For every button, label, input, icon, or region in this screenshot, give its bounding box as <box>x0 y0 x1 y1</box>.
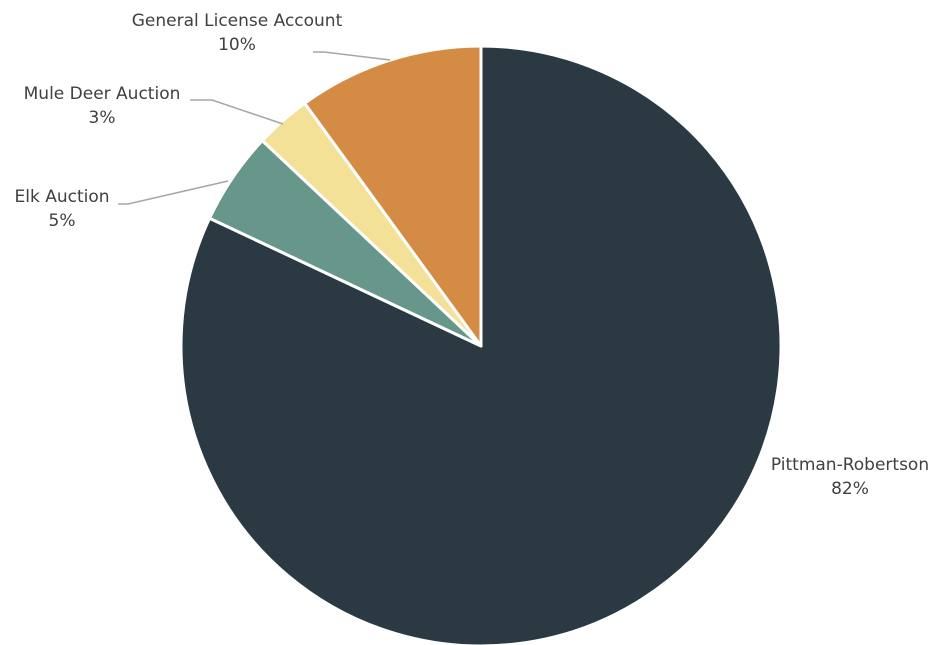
leader-line <box>313 51 391 61</box>
slice-label-percent: 5% <box>49 211 76 231</box>
slice-label-percent: 82% <box>831 479 869 499</box>
leader-line <box>190 99 284 125</box>
slice-label-name: Pittman-Robertson <box>771 455 929 475</box>
pie-slice-general-license-account <box>303 44 483 348</box>
leader-line <box>118 180 229 205</box>
slice-labels: Pittman-Robertson 82% Elk Auction 5% Mule De… <box>14 11 929 499</box>
slice-label-name: Mule Deer Auction <box>24 84 181 104</box>
leader-lines <box>118 51 391 205</box>
slice-label-name: General License Account <box>132 11 343 31</box>
slice-label-percent: 3% <box>89 108 116 128</box>
slice-label-name: Elk Auction <box>14 187 109 207</box>
pie-slices <box>179 44 783 645</box>
slice-label-percent: 10% <box>218 35 256 55</box>
